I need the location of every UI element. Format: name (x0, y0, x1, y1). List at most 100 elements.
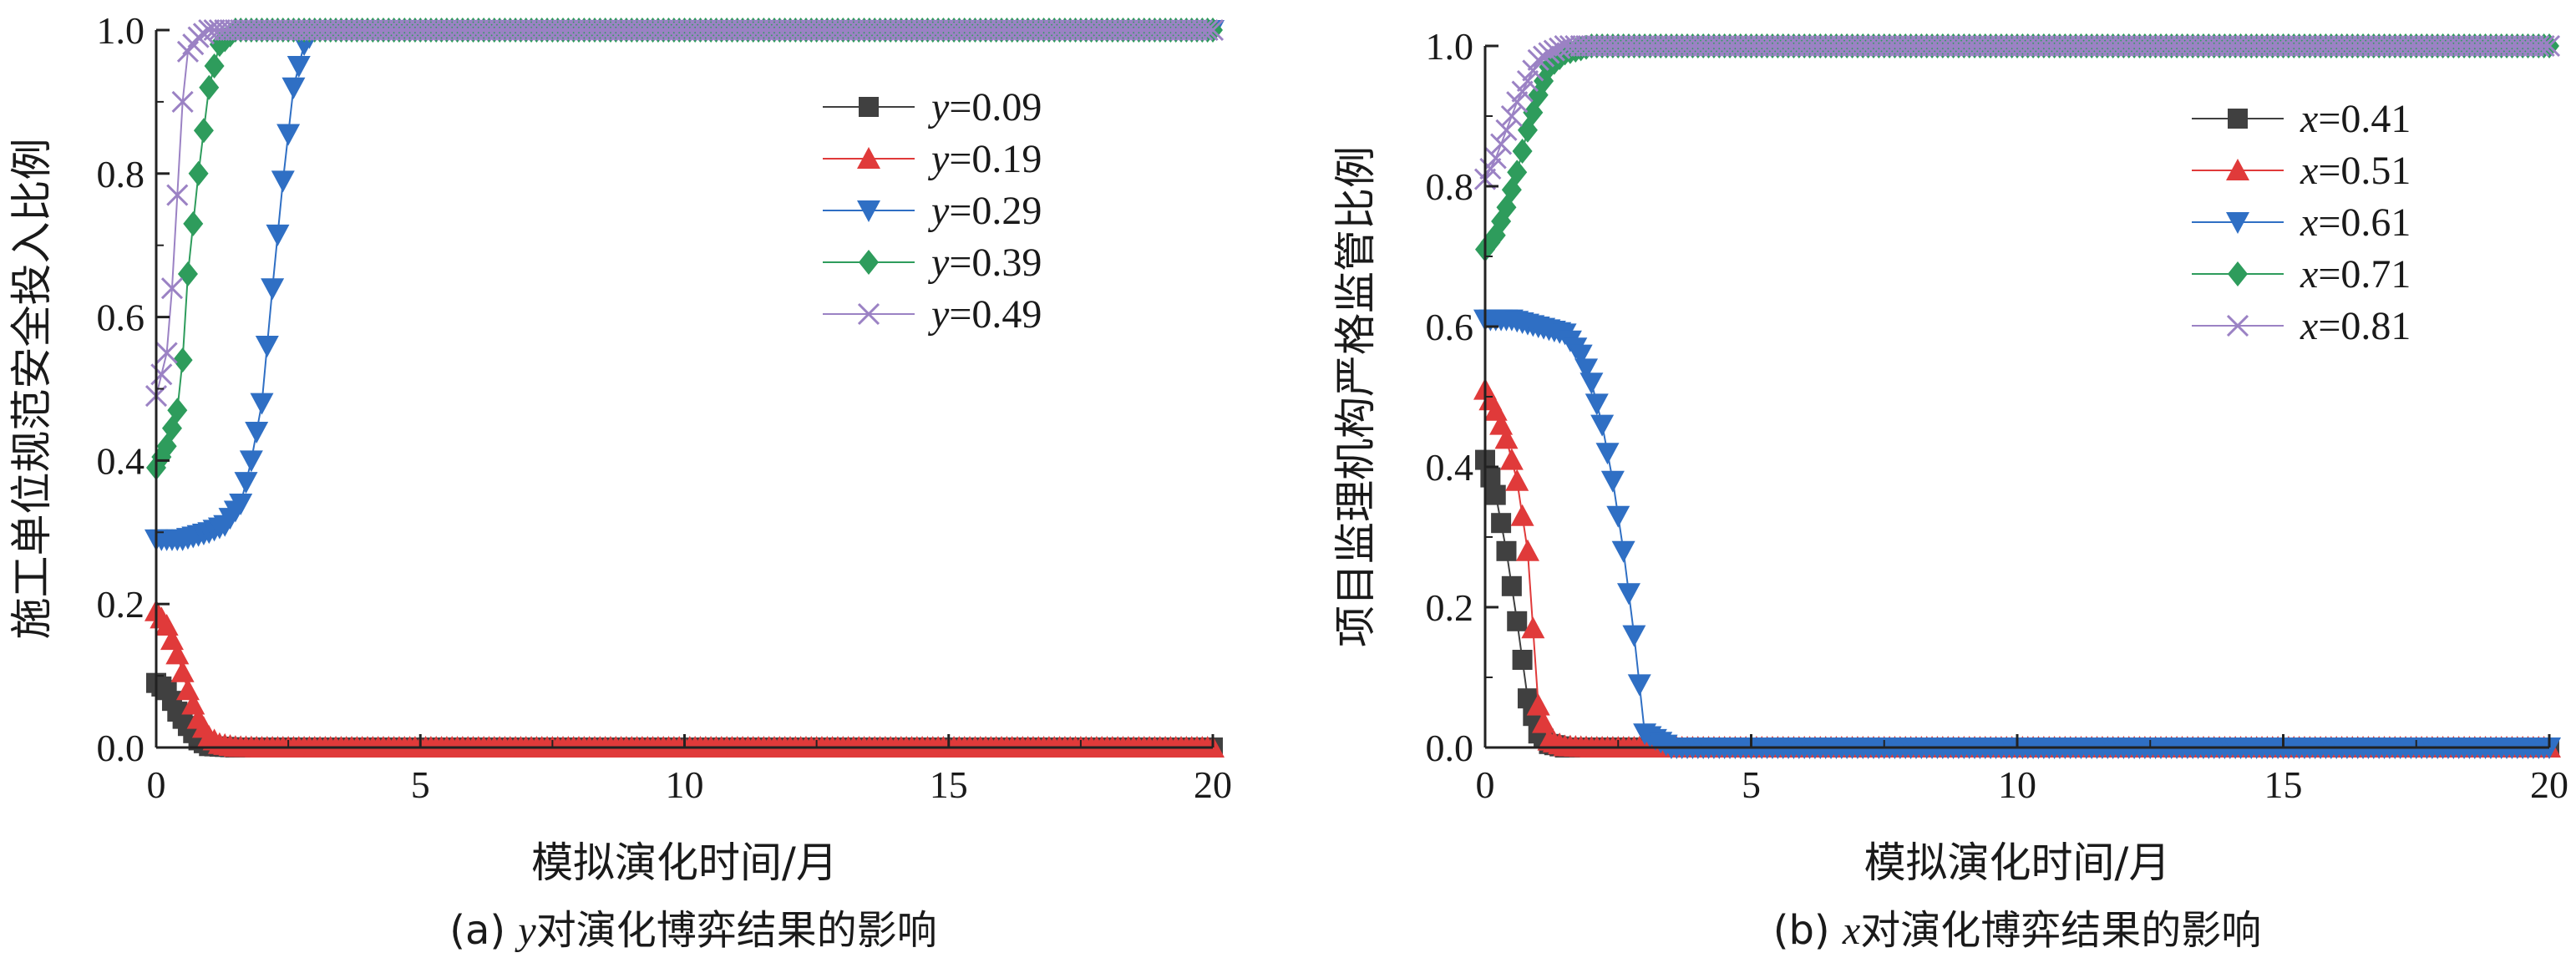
data-point (499, 18, 521, 42)
legend-item: y=0.09 (823, 85, 1042, 129)
series-y=0.19 (145, 599, 1225, 758)
data-point (1607, 34, 1630, 58)
legend-item: x=0.81 (2192, 304, 2411, 348)
data-point (1027, 18, 1050, 42)
data-point (483, 18, 505, 42)
data-point (2192, 34, 2215, 58)
data-point (1798, 34, 1821, 58)
data-point (1128, 18, 1150, 42)
data-point (1064, 18, 1087, 42)
data-point (1772, 34, 1794, 58)
data-point (1191, 18, 1214, 42)
series-x=0.51 (1473, 378, 2561, 758)
data-point (1495, 119, 1518, 141)
data-point (2267, 34, 2289, 58)
data-point (948, 18, 971, 42)
data-point (1527, 48, 1549, 71)
data-point (1096, 18, 1118, 42)
x-tick-label: 0 (147, 763, 166, 806)
data-point (1819, 34, 1843, 58)
data-point (631, 18, 653, 42)
legend-label: x=0.41 (2300, 97, 2411, 141)
data-point (193, 118, 214, 144)
data-point (705, 18, 728, 42)
data-point (732, 18, 754, 42)
data-point (1112, 18, 1134, 42)
data-point (2011, 34, 2034, 58)
x-tick-label: 0 (1476, 763, 1495, 806)
y-tick-label: 0.2 (1426, 586, 1474, 629)
data-point (1767, 34, 1789, 58)
data-point (2182, 34, 2204, 58)
data-point (1947, 34, 1970, 58)
legend-label: y=0.19 (927, 137, 1042, 181)
data-point (293, 18, 316, 42)
data-point (1538, 42, 1560, 64)
data-point (1580, 34, 1603, 58)
data-point (183, 210, 204, 236)
data-point (1500, 104, 1523, 128)
legend-label: y=0.49 (927, 292, 1042, 337)
data-point (2421, 34, 2443, 58)
data-point (2065, 34, 2087, 58)
data-point (1740, 34, 1762, 58)
data-point (2166, 34, 2188, 58)
data-point (441, 18, 464, 42)
data-point (2463, 34, 2486, 58)
x-tick-label: 10 (666, 763, 704, 806)
data-point (668, 18, 691, 42)
data-point (869, 18, 891, 42)
data-point (2495, 34, 2518, 58)
data-point (1511, 80, 1534, 103)
data-point (594, 18, 616, 42)
data-point (1942, 34, 1965, 58)
y-tick-label: 0.0 (1426, 727, 1474, 769)
data-point (1006, 18, 1029, 42)
data-point (1756, 34, 1778, 58)
data-point (1569, 34, 1592, 58)
data-point (1554, 34, 1576, 58)
data-point (1980, 34, 2002, 58)
data-point (1196, 18, 1219, 42)
data-point (1600, 470, 1625, 493)
data-point (1512, 650, 1533, 670)
data-point (204, 53, 225, 79)
data-point (2283, 34, 2305, 58)
data-point (2016, 34, 2039, 58)
data-point (351, 18, 373, 42)
data-point (546, 18, 569, 42)
data-point (271, 18, 294, 42)
data-point (2469, 34, 2492, 58)
data-point (1590, 414, 1615, 437)
data-point (446, 18, 469, 42)
data-point (2187, 34, 2209, 58)
data-point (1894, 34, 1917, 58)
data-point (2081, 34, 2103, 58)
data-point (1091, 18, 1113, 42)
data-point (1969, 34, 1991, 58)
data-point (716, 18, 738, 42)
data-point (2277, 34, 2300, 58)
legend-marker (857, 200, 880, 222)
data-point (1490, 133, 1513, 155)
data-point (261, 18, 284, 42)
data-point (1585, 393, 1609, 416)
data-point (2453, 34, 2476, 58)
legend-label: y=0.09 (927, 85, 1042, 129)
y-tick-label: 0.6 (1426, 306, 1474, 348)
data-point (742, 18, 764, 42)
data-point (1926, 34, 1949, 58)
data-point (832, 18, 854, 42)
data-point (2357, 34, 2380, 58)
chart-caption: (a) y对演化博弈结果的影响 (449, 907, 936, 954)
data-point (1510, 504, 1534, 526)
data-point (1836, 34, 1858, 58)
data-point (1899, 34, 1922, 58)
y-axis-title: 施工单位规范安全投入比例 (8, 139, 56, 640)
y-tick-label: 0.8 (97, 153, 145, 195)
data-point (403, 18, 426, 42)
data-point (2213, 34, 2236, 58)
data-point (647, 18, 669, 42)
data-point (457, 18, 479, 42)
data-point (1526, 693, 1550, 716)
